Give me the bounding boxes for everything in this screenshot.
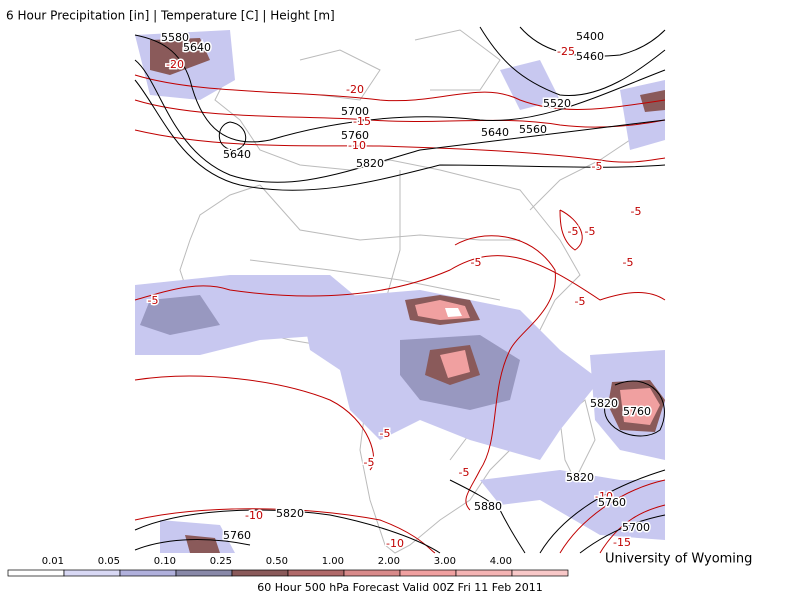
legend-swatch [511,569,569,577]
precip-area [150,38,210,75]
legend-swatch [175,569,233,577]
contour-label: 5820 [566,471,594,484]
legend-swatch [231,569,289,577]
legend-swatch [119,569,177,577]
contour-label: 5560 [519,123,547,136]
contour-label: -5 [364,456,375,469]
contour-label: 5760 [223,529,251,542]
contour-label: -5 [148,294,159,307]
legend-label: 0.05 [98,556,120,567]
map: 55805640-20-205700-155760-10582056405400… [134,26,666,554]
contour-label: 5700 [622,521,650,534]
contour-label: -15 [353,115,371,128]
precip-area [620,388,660,425]
legend-label: 3.00 [434,556,456,567]
contour-label: 5820 [590,397,618,410]
contour-label: -5 [631,205,642,218]
precipitation [135,30,665,553]
contour-label: 5460 [576,50,604,63]
contour-label: -10 [386,537,404,550]
legend-swatch [63,569,121,577]
contour-label: -10 [595,490,613,503]
contour-label: -25 [557,45,575,58]
precip-area [445,308,462,317]
contour-label: -5 [568,225,579,238]
caption: 60 Hour 500 hPa Forecast Valid 00Z Fri 1… [257,581,542,594]
contour-label: 5820 [356,157,384,170]
credit: University of Wyoming [605,552,752,567]
legend-swatch [399,569,457,577]
legend: 0.01 0.05 0.10 0.25 0.50 1.00 2.00 3.00 4.00 [7,556,569,577]
contour-label: 5640 [183,41,211,54]
contour-label: 5700 [341,105,369,118]
contour-label: -5 [459,466,470,479]
contour-label: 5640 [223,148,251,161]
contour-label: 5760 [598,496,626,509]
contour-label: -5 [380,427,391,440]
contour-label: -20 [346,83,364,96]
legend-label: 0.25 [210,556,232,567]
contour-label: 5820 [276,507,304,520]
legend-swatch [455,569,513,577]
legend-label: 0.50 [266,556,288,567]
precip-area [140,295,220,335]
contour-label: -5 [623,256,634,269]
contour-label: -10 [348,139,366,152]
contour-label: -10 [245,509,263,522]
contour-label: -5 [471,256,482,269]
temperature-contours [134,74,666,554]
precip-area [440,350,470,378]
legend-label: 4.00 [490,556,512,567]
contour-label: 5640 [481,126,509,139]
contour-label: 5760 [623,405,651,418]
precip-area [135,275,360,355]
contour-label: 5400 [576,30,604,43]
title: 6 Hour Precipitation [in] | Temperature … [6,9,335,23]
legend-label: 0.10 [154,556,176,567]
contour-label: -5 [575,295,586,308]
contour-label: -20 [166,58,184,71]
legend-swatch [7,569,65,577]
contour-label: -5 [592,160,603,173]
height-contours [134,26,666,554]
legend-swatch [287,569,345,577]
contour-label: -5 [585,225,596,238]
legend-swatch [343,569,401,577]
legend-label: 2.00 [378,556,400,567]
contour-label: 5760 [341,129,369,142]
contour-label: 5880 [474,500,502,513]
precip-area [640,90,665,112]
legend-label: 1.00 [322,556,344,567]
contour-labels: 55805640-20-205700-155760-10582056405400… [146,29,652,552]
contour-label: 5520 [543,97,571,110]
legend-label: 0.01 [42,556,64,567]
contour-label: -15 [613,536,631,549]
contour-label: 5580 [161,31,189,44]
